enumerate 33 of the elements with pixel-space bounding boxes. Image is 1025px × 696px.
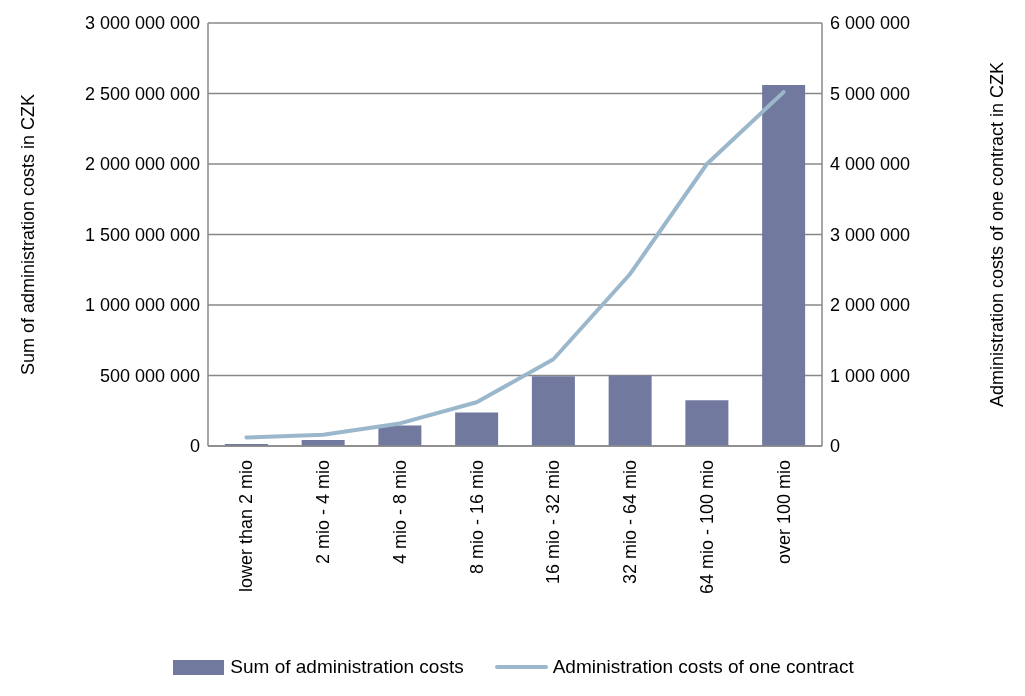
- x-tick-label: 64 mio - 100 mio: [696, 460, 717, 595]
- bar: [762, 85, 806, 446]
- y2-tick-label: 0: [830, 436, 841, 457]
- y2-tick-label: 1 000 000: [830, 365, 911, 386]
- y-tick-label: 1 000 000 000: [84, 295, 200, 316]
- y2-tick-label: 3 000 000: [830, 224, 911, 245]
- y-tick-label: 500 000 000: [99, 365, 200, 386]
- y2-tick-label: 4 000 000: [830, 154, 911, 175]
- x-tick-label: 8 mio - 16 mio: [466, 460, 487, 575]
- x-tick-label: over 100 mio: [773, 460, 794, 565]
- y-axis-title: Sum of administration costs in CZK: [18, 93, 39, 376]
- x-tick-label: lower than 2 mio: [236, 460, 257, 593]
- x-tick-label: 2 mio - 4 mio: [313, 460, 334, 565]
- line-series: [244, 90, 786, 440]
- legend-label: Administration costs of one contract: [551, 656, 854, 678]
- y-tick-label: 2 000 000 000: [84, 154, 200, 175]
- x-tick-label: 16 mio - 32 mio: [543, 460, 564, 585]
- y-tick-label: 1 500 000 000: [84, 224, 200, 245]
- y2-axis-title: Administration costs of one contract in CZK: [987, 61, 1008, 408]
- bar: [455, 412, 499, 446]
- y-tick-label: 2 500 000 000: [84, 83, 200, 104]
- bar: [685, 400, 729, 446]
- x-tick-label: 4 mio - 8 mio: [389, 460, 410, 565]
- x-tick-label: 32 mio - 64 mio: [620, 460, 641, 585]
- bar: [378, 425, 422, 446]
- bar: [608, 375, 652, 446]
- bar: [531, 376, 575, 446]
- y-tick-label: 3 000 000 000: [84, 13, 200, 34]
- y2-tick-label: 6 000 000: [830, 13, 911, 34]
- legend-label: Sum of administration costs: [229, 656, 464, 678]
- y2-tick-label: 2 000 000: [830, 295, 911, 316]
- y-tick-label: 0: [189, 436, 200, 457]
- y2-tick-label: 5 000 000: [830, 83, 911, 104]
